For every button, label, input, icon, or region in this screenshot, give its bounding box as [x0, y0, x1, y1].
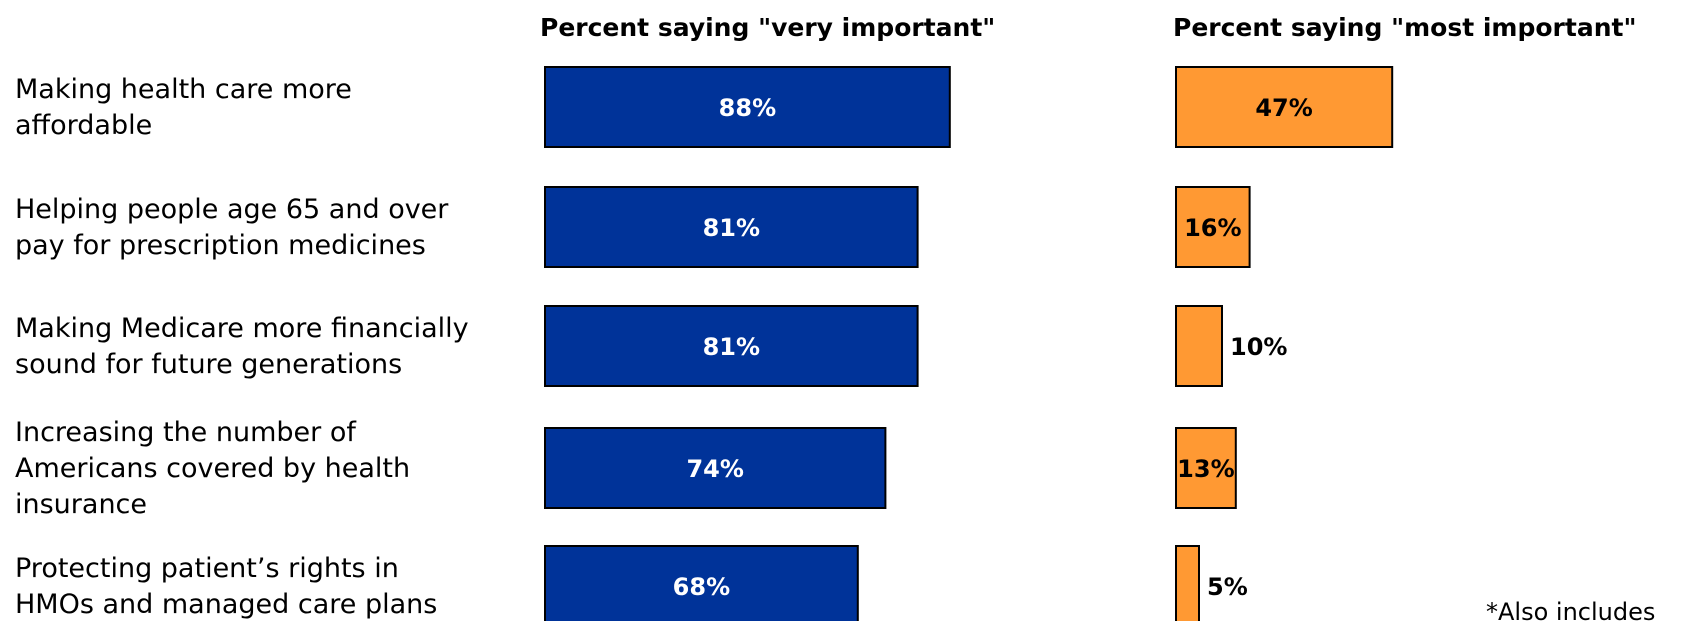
category-label: Americans covered by health — [15, 453, 410, 484]
most-important-bar — [1175, 66, 1394, 148]
category-label: insurance — [15, 489, 147, 520]
data-label: 13% — [1177, 455, 1234, 483]
most-important-bar — [1175, 545, 1200, 621]
chart-rows: Making health care more affordable Helping… — [15, 66, 1394, 621]
category-label: affordable — [15, 110, 152, 141]
category-label: Helping people age 65 and over — [15, 194, 449, 225]
panel-title-most-important: Percent saying "most important" — [1173, 13, 1636, 42]
data-label: 5% — [1207, 573, 1248, 601]
data-label: 74% — [686, 455, 743, 483]
category-label: sound for future generations — [15, 349, 402, 380]
data-label: 81% — [703, 214, 760, 242]
footnote: *Also includes — [1486, 598, 1655, 621]
most-important-bar — [1175, 305, 1223, 387]
data-label: 88% — [719, 94, 776, 122]
very-important-bar — [544, 305, 919, 387]
category-label: Making Medicare more financially — [15, 313, 469, 344]
data-label: 16% — [1184, 214, 1241, 242]
very-important-bar — [544, 427, 887, 509]
data-label: 81% — [703, 333, 760, 361]
very-important-bar — [544, 545, 859, 621]
category-label: Protecting patient’s rights in — [15, 553, 399, 584]
category-label: pay for prescription medicines — [15, 230, 426, 261]
data-label: 10% — [1230, 333, 1287, 361]
very-important-bar — [544, 186, 919, 268]
data-label: 68% — [673, 573, 730, 601]
category-label: HMOs and managed care plans — [15, 589, 437, 620]
category-label: Making health care more — [15, 74, 352, 105]
most-important-bar — [1175, 186, 1251, 268]
data-label: 47% — [1255, 94, 1312, 122]
panel-title-very-important: Percent saying "very important" — [540, 13, 995, 42]
very-important-bar — [544, 66, 951, 148]
most-important-bar — [1175, 427, 1237, 509]
category-label: Increasing the number of — [15, 417, 357, 448]
